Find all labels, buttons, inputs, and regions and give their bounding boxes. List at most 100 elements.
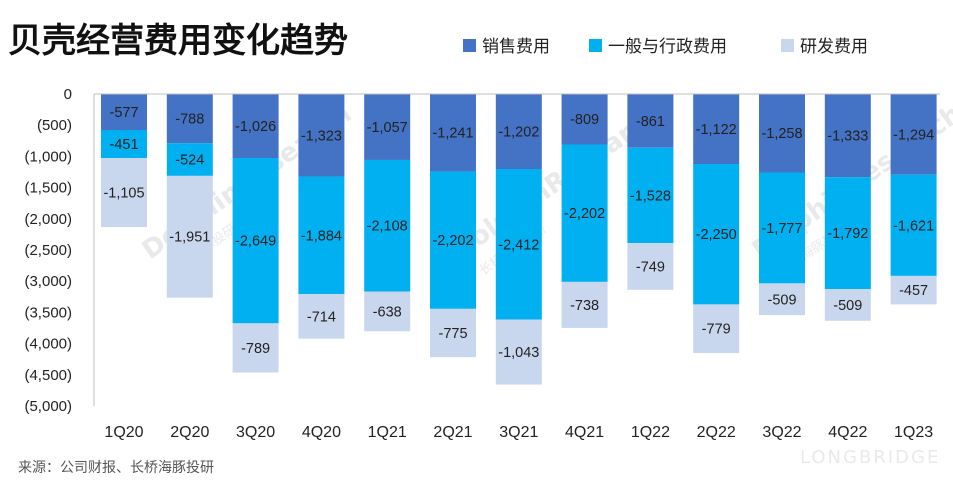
bar-sales-1Q20 — [101, 94, 147, 131]
y-tick-label: (1,000) — [24, 148, 72, 165]
data-label-sales-1Q20: -577 — [109, 105, 138, 121]
legend-swatch-3 — [781, 39, 794, 52]
bar-rnd-1Q20 — [101, 158, 147, 228]
bar-rnd-3Q21 — [495, 319, 542, 385]
legend-swatch-1 — [463, 39, 476, 52]
data-label-admin-1Q20: -451 — [109, 137, 138, 153]
y-tick-label: (3,000) — [24, 273, 72, 290]
bar-sales-1Q22 — [627, 94, 674, 148]
legend-label-1: 销售费用 — [482, 37, 550, 57]
data-label-rnd-1Q21: -638 — [373, 304, 402, 320]
data-label-admin-2Q20: -524 — [175, 153, 204, 169]
bar-sales-2Q22 — [693, 94, 740, 165]
x-category-label: 3Q21 — [499, 424, 538, 441]
data-label-admin-3Q20: -2,649 — [235, 234, 276, 250]
data-label-sales-3Q22: -1,258 — [761, 126, 802, 142]
bar-sales-2Q21 — [430, 94, 476, 172]
data-label-sales-4Q20: -1,323 — [301, 128, 342, 144]
data-label-sales-2Q22: -1,122 — [696, 122, 737, 138]
y-tick-label: (3,500) — [24, 304, 72, 321]
data-label-sales-4Q21: -809 — [570, 112, 599, 128]
bar-admin-1Q21 — [364, 159, 411, 292]
data-label-rnd-2Q20: -1,951 — [169, 230, 210, 246]
x-category-label: 4Q21 — [565, 424, 604, 441]
bar-admin-4Q21 — [561, 144, 608, 282]
x-category-label: 1Q22 — [631, 424, 670, 441]
data-label-admin-4Q20: -1,884 — [301, 228, 342, 244]
bar-rnd-4Q21 — [561, 281, 608, 328]
bar-rnd-3Q22 — [759, 283, 805, 316]
y-tick-label: (5,000) — [24, 398, 72, 415]
bar-sales-3Q21 — [495, 94, 542, 170]
bar-admin-2Q22 — [693, 164, 740, 305]
x-category-label: 4Q22 — [828, 424, 867, 441]
bar-sales-2Q20 — [166, 94, 213, 144]
bar-rnd-2Q21 — [430, 308, 476, 358]
bar-admin-1Q20 — [101, 130, 147, 159]
data-label-sales-4Q22: -1,333 — [827, 129, 868, 145]
data-label-rnd-2Q21: -775 — [438, 326, 467, 342]
bar-admin-2Q20 — [166, 143, 213, 176]
data-label-admin-3Q21: -2,412 — [498, 237, 539, 253]
bar-sales-1Q21 — [364, 94, 411, 160]
data-label-rnd-2Q22: -779 — [702, 322, 731, 338]
data-label-admin-2Q22: -2,250 — [696, 227, 737, 243]
bar-sales-1Q23 — [890, 94, 937, 175]
bar-admin-3Q20 — [232, 158, 279, 324]
bar-sales-4Q20 — [298, 94, 345, 177]
data-label-rnd-3Q21: -1,043 — [498, 345, 539, 361]
bar-admin-2Q21 — [430, 171, 476, 309]
bar-sales-4Q22 — [824, 94, 871, 178]
data-label-rnd-1Q20: -1,105 — [103, 186, 144, 202]
legend-label-2: 一般与行政费用 — [608, 37, 727, 57]
data-label-sales-3Q21: -1,202 — [498, 125, 539, 141]
bar-admin-4Q22 — [824, 177, 871, 289]
x-category-label: 3Q20 — [236, 424, 275, 441]
bar-sales-3Q22 — [759, 94, 805, 173]
bar-admin-4Q20 — [298, 176, 345, 295]
data-label-sales-3Q20: -1,026 — [235, 119, 276, 135]
data-label-admin-4Q22: -1,792 — [827, 226, 868, 242]
data-label-rnd-3Q20: -789 — [241, 341, 270, 357]
data-label-admin-2Q21: -2,202 — [432, 233, 473, 249]
y-tick-label: (500) — [37, 117, 72, 134]
bar-rnd-4Q22 — [824, 289, 871, 321]
y-tick-label: (1,500) — [24, 180, 72, 197]
x-category-label: 4Q20 — [302, 424, 341, 441]
data-label-admin-1Q21: -2,108 — [367, 219, 408, 235]
x-category-label: 2Q22 — [697, 424, 736, 441]
bars-layer — [101, 94, 937, 385]
bar-rnd-4Q20 — [298, 294, 345, 339]
y-axis: 0 (500) (1,000) (1,500) (2,000) (2,500) (3,000… — [24, 86, 95, 415]
data-label-rnd-4Q21: -738 — [570, 298, 599, 314]
data-label-admin-1Q22: -1,528 — [630, 188, 671, 204]
bar-admin-1Q23 — [890, 174, 937, 276]
data-label-rnd-1Q22: -749 — [636, 259, 665, 275]
legend-label-3: 研发费用 — [800, 37, 868, 57]
x-category-label: 2Q20 — [170, 424, 209, 441]
data-label-sales-2Q20: -788 — [175, 112, 204, 128]
y-tick-label: (4,500) — [24, 367, 72, 384]
bar-rnd-2Q22 — [693, 304, 740, 354]
legend: 销售费用 一般与行政费用 研发费用 — [463, 37, 868, 57]
data-label-sales-2Q21: -1,241 — [432, 126, 473, 142]
data-label-rnd-4Q20: -714 — [307, 309, 336, 325]
data-label-sales-1Q22: -861 — [636, 114, 665, 130]
source-note: 来源：公司财报、长桥海豚投研 — [18, 460, 214, 476]
x-category-label: 2Q21 — [433, 424, 472, 441]
bar-rnd-1Q22 — [627, 243, 674, 290]
x-category-label: 1Q21 — [368, 424, 407, 441]
legend-swatch-2 — [589, 39, 602, 52]
bar-sales-4Q21 — [561, 94, 608, 145]
data-label-sales-1Q21: -1,057 — [367, 120, 408, 136]
y-tick-label: 0 — [64, 86, 72, 103]
data-label-admin-4Q21: -2,202 — [564, 206, 605, 222]
data-label-admin-3Q22: -1,777 — [761, 221, 802, 237]
bar-admin-3Q22 — [759, 172, 805, 284]
x-category-label: 3Q22 — [762, 424, 801, 441]
y-tick-label: (2,500) — [24, 242, 72, 259]
x-axis: 1Q20 2Q20 3Q20 4Q20 1Q21 2Q21 3Q21 4Q21 1Q22 2Q22… — [94, 93, 940, 441]
watermark-longbridge: LONGBRIDGE — [800, 447, 940, 468]
chart-title: 贝壳经营费用变化趋势 — [8, 21, 348, 61]
bar-rnd-1Q23 — [890, 275, 937, 305]
